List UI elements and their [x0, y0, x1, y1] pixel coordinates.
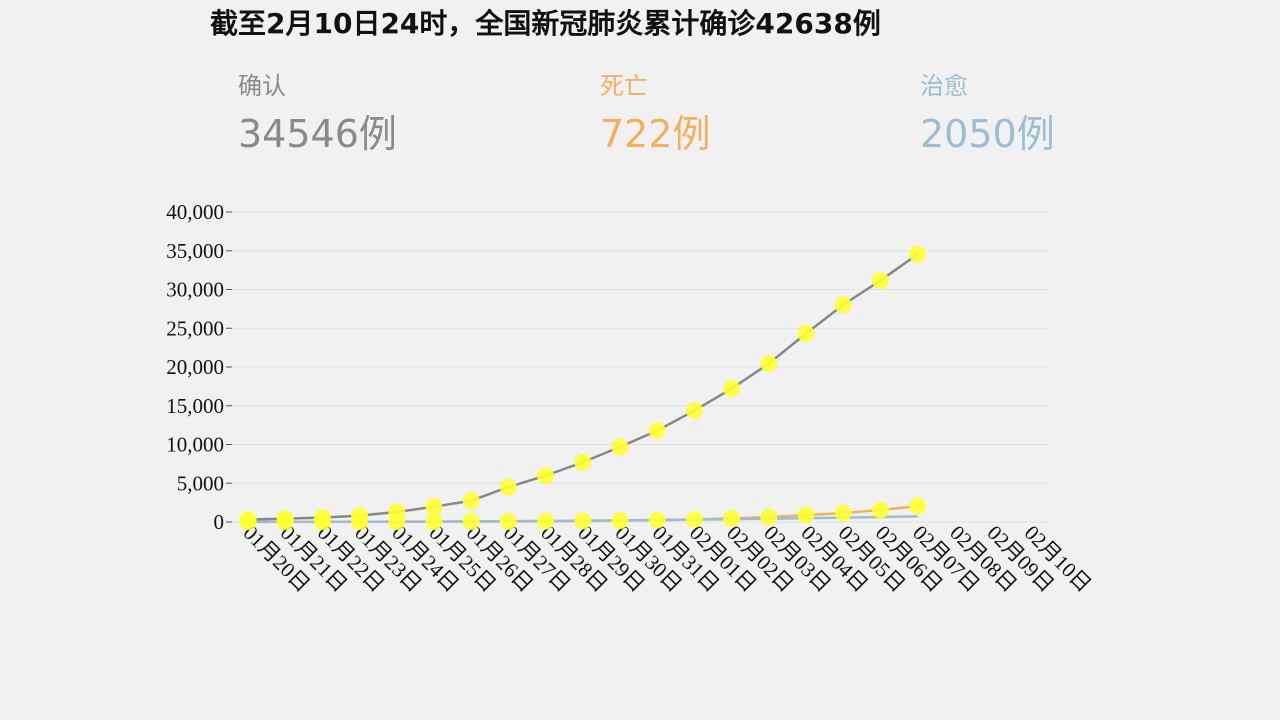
y-tick-label: 10,000 — [166, 433, 224, 457]
data-point — [462, 492, 480, 510]
data-point — [462, 513, 480, 531]
data-point — [425, 498, 443, 516]
stat: 治愈 2050例 — [920, 66, 1055, 158]
data-point — [313, 513, 331, 531]
y-tick-label: 0 — [214, 510, 225, 534]
data-point — [611, 512, 629, 530]
data-point — [425, 513, 443, 531]
y-tick-label: 30,000 — [166, 278, 224, 302]
data-point — [871, 272, 889, 290]
data-point — [537, 512, 555, 530]
data-point — [276, 513, 294, 531]
data-point — [723, 380, 741, 398]
stat-value: 722例 — [600, 112, 711, 156]
data-point — [871, 501, 889, 519]
stat: 死亡 722例 — [600, 66, 711, 158]
data-point — [909, 245, 927, 263]
data-point — [909, 497, 927, 515]
data-point — [239, 513, 257, 531]
stat-label: 治愈 — [920, 72, 968, 100]
y-tick-label: 5,000 — [177, 471, 224, 495]
data-point — [611, 438, 629, 456]
y-tick-label: 40,000 — [166, 200, 224, 224]
data-point — [351, 513, 369, 531]
data-point — [499, 478, 517, 496]
data-point — [648, 422, 666, 440]
y-tick-label: 35,000 — [166, 239, 224, 263]
data-point — [834, 296, 852, 314]
data-point — [797, 324, 815, 342]
data-point — [499, 513, 517, 531]
data-point — [537, 467, 555, 485]
series-line — [247, 253, 919, 521]
data-point — [685, 402, 703, 420]
data-point — [760, 355, 778, 373]
data-point — [388, 513, 406, 531]
stat-label: 死亡 — [600, 72, 648, 100]
y-tick-label: 15,000 — [166, 394, 224, 418]
stat-value: 34546例 — [238, 112, 397, 156]
data-point — [723, 509, 741, 527]
data-point — [574, 512, 592, 530]
data-point — [834, 504, 852, 522]
data-point — [574, 453, 592, 471]
stat-value: 2050例 — [920, 112, 1055, 156]
title: 截至2月10日24时，全国新冠肺炎累计确诊42638例 — [210, 7, 881, 40]
data-point — [797, 506, 815, 524]
y-tick-label: 20,000 — [166, 355, 224, 379]
stat: 确认 34546例 — [238, 66, 397, 158]
stat-label: 确认 — [238, 72, 286, 100]
data-point — [760, 508, 778, 526]
data-point — [648, 511, 666, 529]
y-tick-label: 25,000 — [166, 316, 224, 340]
data-point — [685, 510, 703, 528]
